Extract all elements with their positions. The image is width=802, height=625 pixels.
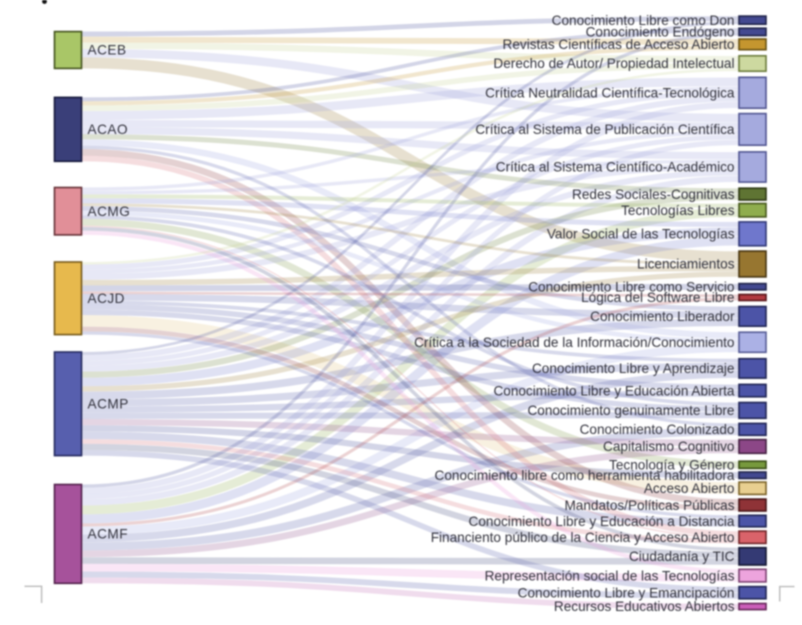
svg-text:Conocimiento genuinamente Libr: Conocimiento genuinamente Libre [527,403,734,418]
svg-text:Conocimiento libre como herram: Conocimiento libre como herramienta habi… [435,468,735,483]
svg-text:ACJD: ACJD [88,291,126,306]
svg-text:Crítica Neutralidad Científica: Crítica Neutralidad Científica-Tecnológi… [485,86,735,101]
svg-text:Crítica a la Sociedad de la In: Crítica a la Sociedad de la Información/… [414,335,734,350]
svg-text:Licenciamientos: Licenciamientos [637,257,735,272]
svg-text:Crítica al Sistema Científico-: Crítica al Sistema Científico-Académico [496,160,735,175]
svg-text:Tecnologías Libres: Tecnologías Libres [621,203,735,218]
svg-text:ACMP: ACMP [88,397,129,412]
svg-text:Conocimiento Libre y Emancipac: Conocimiento Libre y Emancipación [518,585,735,600]
svg-text:Representación social de las T: Representación social de las Tecnologías [485,568,735,583]
svg-text:Derecho de Autor/ Propiedad In: Derecho de Autor/ Propiedad Intelectual [493,56,734,71]
svg-text:Conocimiento Libre y Educación: Conocimiento Libre y Educación Abierta [493,383,734,398]
svg-text:Capitalismo Cognitivo: Capitalismo Cognitivo [603,439,734,454]
svg-text:Conocimiento Libre y Educación: Conocimiento Libre y Educación a Distanc… [469,514,735,529]
svg-text:Lógica del Software Libre: Lógica del Software Libre [581,290,734,305]
svg-text:Mandatos/Políticas Públicas: Mandatos/Políticas Públicas [564,498,734,513]
svg-text:Crítica al Sistema de Publicac: Crítica al Sistema de Publicación Cientí… [475,122,735,137]
svg-text:Conocimiento Libre como Servic: Conocimiento Libre como Servicio [528,279,734,294]
svg-text:Redes Sociales-Cognitivas: Redes Sociales-Cognitivas [572,187,735,202]
svg-text:Recursos Educativos Abiertos: Recursos Educativos Abiertos [554,599,735,614]
svg-text:Revistas Científicas de Acceso: Revistas Científicas de Acceso Abierto [503,37,735,52]
svg-text:Conocimiento Libre y Aprendiza: Conocimiento Libre y Aprendizaje [532,361,735,376]
svg-text:Conocimiento Liberador: Conocimiento Liberador [590,309,735,324]
svg-text:ACMF: ACMF [88,527,129,542]
svg-text:Tecnología y Género: Tecnología y Género [609,458,734,473]
svg-text:Financiento público de la Cien: Financiento público de la Ciencia y Acce… [431,530,735,545]
svg-text:Conocimiento Endógeno: Conocimiento Endógeno [586,25,735,40]
svg-text:ACMG: ACMG [88,204,131,219]
svg-text:Acceso Abierto: Acceso Abierto [644,481,735,496]
svg-text:ACEB: ACEB [88,43,127,58]
svg-text:Valor Social de las Tecnología: Valor Social de las Tecnologías [547,227,735,242]
svg-text:Conocimiento Colonizado: Conocimiento Colonizado [580,422,735,437]
svg-text:Ciudadanía y TIC: Ciudadanía y TIC [629,549,735,564]
svg-text:ACAO: ACAO [88,122,129,137]
svg-text:Conocimiento Libre como Don: Conocimiento Libre como Don [552,13,735,28]
